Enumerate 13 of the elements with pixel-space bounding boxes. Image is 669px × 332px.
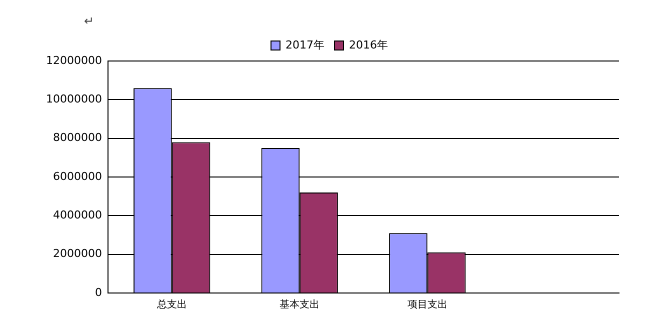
x-tick-label: 项目支出 (407, 298, 448, 311)
legend-label: 2017年 (286, 38, 325, 52)
y-tick-label: 0 (94, 286, 102, 299)
legend-label: 2016年 (349, 38, 388, 52)
y-tick-label: 10000000 (46, 92, 102, 106)
y-tick-label: 4000000 (52, 208, 102, 222)
y-tick-label: 6000000 (52, 170, 102, 183)
y-tick-label: 12000000 (46, 54, 102, 67)
y-tick-label: 8000000 (52, 131, 102, 144)
y-tick-label: 2000000 (52, 247, 102, 260)
x-tick-label: 总支出 (156, 298, 187, 311)
text: ↵ (84, 14, 94, 28)
x-tick-label: 基本支出 (280, 298, 320, 311)
